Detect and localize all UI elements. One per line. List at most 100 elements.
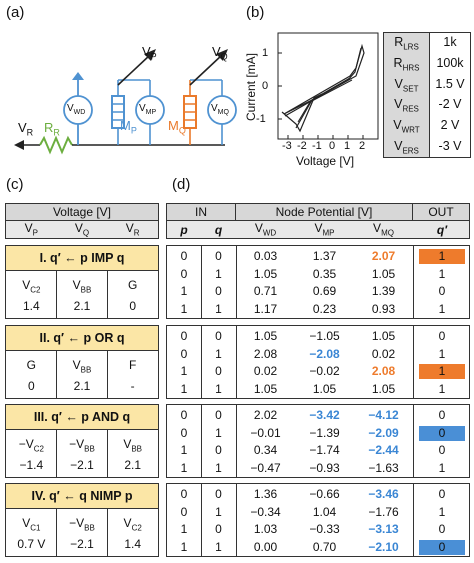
op-value: - (130, 379, 135, 393)
cell-p: 0 (180, 266, 188, 281)
params-names (384, 33, 430, 157)
cell-vmq: 1.05 (371, 329, 396, 343)
cell-vmp: 0.70 (312, 539, 337, 554)
cell-out: 0 (438, 284, 446, 298)
op-value: 1.4 (124, 537, 142, 551)
table-row: 1 0 0.02 −0.02 2.08 1 (167, 363, 469, 380)
op-values: −1.4 −2.1 2.1 (6, 458, 158, 472)
op-value: −2.1 (70, 458, 94, 472)
op-value: 2.1 (73, 299, 91, 313)
cell-q: 1 (215, 346, 222, 361)
op-label: VC2 (123, 516, 142, 533)
cell-q: 1 (215, 301, 222, 316)
label-vmp: VMP (139, 103, 157, 116)
voltage-subheader: VP VQ VR (5, 220, 159, 239)
op-values: 0.7 V −2.1 1.4 (6, 537, 158, 551)
table-row: 0 1 −0.01 −1.39 −2.09 0 (167, 425, 469, 442)
cell-vwd: 0.71 (253, 284, 278, 298)
table-row: 1 0 1.03 −0.33 −3.13 0 (167, 521, 469, 538)
cell-q: 0 (215, 408, 222, 422)
cell-vmq: −4.12 (368, 408, 399, 422)
param-value: 1k (443, 35, 457, 49)
label-vr: VR (18, 120, 34, 138)
table-row: 1 1 1.17 0.23 0.93 1 (167, 301, 469, 318)
panel-label-a: (a) (6, 4, 25, 21)
ytick: 0 (262, 80, 269, 92)
op-label: G (26, 358, 36, 372)
cell-vmp: −1.74 (309, 443, 340, 457)
node-subheader: p q VWD VMP VMQ q′ (166, 220, 470, 239)
cell-vwd: 1.05 (253, 381, 278, 396)
param-name: RLRS (394, 35, 419, 52)
cell-p: 1 (180, 381, 188, 396)
iv-xlabel: Voltage [V] (296, 154, 355, 168)
panel-label-b: (b) (246, 4, 265, 21)
table-row: 0 0 0.03 1.37 2.07 1 (167, 248, 469, 265)
cell-vmq: 0.93 (371, 301, 396, 316)
label-mq: MQ (168, 118, 186, 136)
cell-vwd: 2.02 (253, 408, 278, 422)
cell-p: 1 (180, 443, 188, 457)
op-value: 0.7 V (17, 537, 46, 551)
op-block: II. q′ ← p OR q G VBB F 0 2.1 - (5, 325, 159, 399)
cell-vwd: 0.00 (253, 539, 278, 554)
op-label: −VBB (69, 437, 95, 454)
node-header: Node Potential [V] (235, 203, 413, 221)
cell-vmp: 0.23 (312, 301, 337, 316)
col-vmp: VMP (314, 221, 335, 238)
table-row: 0 0 1.05 −1.05 1.05 0 (167, 328, 469, 345)
cell-vmq: −1.76 (368, 504, 399, 519)
table-row: 1 1 −0.47 −0.93 −1.63 1 (167, 460, 469, 477)
cell-out: 0 (438, 443, 446, 457)
iv-curve-plot (277, 32, 379, 140)
ytick: 1 (262, 47, 269, 59)
in-header: IN (166, 203, 236, 221)
cell-out: 1 (413, 248, 471, 265)
cell-vwd: −0.34 (250, 504, 281, 519)
cell-vwd: −0.47 (250, 460, 281, 475)
table-row: 1 0 0.71 0.69 1.39 0 (167, 283, 469, 300)
op-labels: VC2 VBB G (6, 278, 158, 294)
cell-out: 1 (438, 266, 446, 281)
table-row: 0 1 2.08 −2.08 0.02 1 (167, 346, 469, 363)
cell-q: 0 (215, 329, 222, 343)
op-label: G (128, 278, 138, 292)
op-value: 0 (27, 379, 35, 393)
cell-out: 1 (438, 301, 446, 316)
cell-vwd: 1.05 (253, 329, 278, 343)
param-row: VSET 1.5 V (384, 77, 471, 94)
cell-vmq: −2.44 (368, 443, 399, 457)
xtick: -2 (297, 140, 307, 152)
cell-q: 0 (215, 249, 222, 263)
panel-label-c: (c) (6, 176, 24, 193)
op-labels: G VBB F (6, 358, 158, 374)
cell-vwd: 1.36 (253, 487, 278, 501)
cell-out: 0 (413, 425, 471, 442)
cell-vmq: −3.46 (368, 487, 399, 501)
table-row: 0 0 1.36 −0.66 −3.46 0 (167, 486, 469, 503)
table-row: 1 1 0.00 0.70 −2.10 0 (167, 539, 469, 556)
xtick: 0 (329, 140, 336, 152)
table-row: 0 0 2.02 −3.42 −4.12 0 (167, 407, 469, 424)
node-block: 0 0 1.36 −0.66 −3.46 0 0 1 −0.34 1.04 −1.76 1 1 0 1.03… (166, 483, 470, 557)
table-row: 1 1 1.05 1.05 1.05 1 (167, 381, 469, 398)
label-vp: VP (142, 44, 157, 62)
xtick: 2 (359, 140, 366, 152)
cell-out: 0 (438, 329, 446, 343)
param-name: RHRS (393, 55, 420, 73)
cell-p: 0 (180, 425, 188, 440)
op-block: I. q′ ← p IMP q VC2 VBB G 1.4 2.1 0 (5, 245, 159, 319)
param-name: VSET (394, 76, 419, 94)
cell-vmp: −0.93 (309, 460, 340, 475)
cell-out: 1 (438, 460, 446, 475)
cell-vmp: −0.33 (309, 522, 340, 536)
op-label: VBB (123, 437, 143, 454)
table-row: 0 1 1.05 0.35 1.05 1 (167, 266, 469, 283)
cell-vwd: 1.03 (253, 522, 278, 536)
op-label: −VC2 (18, 437, 44, 454)
cell-vmq: 1.39 (371, 284, 396, 298)
param-value: 2 V (440, 118, 460, 133)
cell-out: 1 (438, 346, 446, 361)
panel-label-d: (d) (172, 176, 191, 193)
cell-out: 0 (438, 408, 446, 422)
